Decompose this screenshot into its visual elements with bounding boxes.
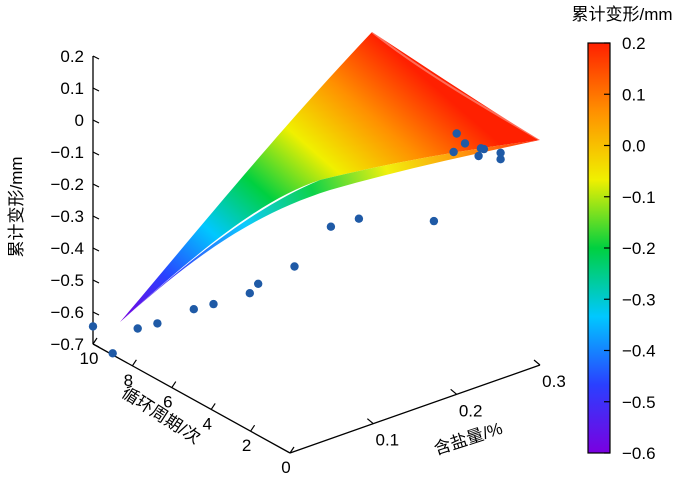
scatter-point (108, 349, 117, 358)
x-tick-mark (366, 418, 374, 425)
scatter-point (189, 305, 198, 314)
z-tick-label: −0.5 (50, 271, 84, 290)
scatter-point (476, 144, 486, 153)
scatter-point (449, 147, 458, 157)
x-tick-label: 0.2 (459, 401, 483, 420)
z-tick-mark (92, 247, 100, 252)
scatter-point (460, 139, 470, 148)
scatter-point (290, 262, 299, 271)
x-axis-title: 含盐量/% (432, 419, 505, 459)
y-tick-mark (250, 424, 256, 432)
y-tick-mark (171, 381, 177, 388)
scatter-point (496, 148, 505, 157)
z-ticks: 0.2 0.1 0 −0.1 −0.2 −0.3 −0.4 −0.5 −0.6 −0.7 (50, 47, 100, 354)
colorbar-tick-label: −0.6 (622, 444, 656, 463)
y-tick-mark (289, 446, 295, 454)
scatter-point (496, 155, 505, 164)
colorbar-tick-label: −0.1 (622, 188, 656, 207)
scatter-point (209, 299, 218, 309)
z-tick-label: −0.3 (50, 207, 84, 226)
z-tick-label: 0.1 (60, 79, 84, 98)
scatter-points (88, 129, 505, 358)
z-tick-mark (92, 183, 100, 188)
y-tick-label: 2 (242, 436, 251, 455)
x-tick-mark (533, 359, 541, 366)
scatter-point (354, 214, 364, 223)
x-tick-mark (450, 388, 458, 395)
colorbar-tick-label: −0.2 (622, 239, 656, 258)
colorbar-tick-label: −0.3 (622, 290, 656, 309)
z-tick-label: −0.7 (50, 335, 84, 354)
y-tick-label: 8 (124, 371, 133, 390)
colorbar-tick-label: 0.2 (622, 34, 646, 53)
surface-highlight (371, 31, 541, 141)
scatter-point (474, 151, 483, 161)
z-tick-label: −0.1 (50, 143, 84, 162)
y-ticks: 10 8 6 4 2 0 (80, 337, 295, 477)
z-tick-mark (92, 55, 100, 60)
z-tick-mark (92, 87, 100, 92)
y-tick-label: 4 (202, 414, 211, 433)
scatter-point (429, 216, 439, 226)
z-tick-label: −0.2 (50, 175, 84, 194)
colorbar: 累计变形/mm 0.2 0.1 0.0 −0.1 −0.2 −0.3 −0.4 −0.5 −0.… (571, 5, 672, 463)
y-tick-mark (210, 403, 216, 410)
y-tick-mark (92, 337, 98, 345)
surface (120, 31, 541, 322)
scatter-point (153, 319, 162, 328)
colorbar-ticks: 0.2 0.1 0.0 −0.1 −0.2 −0.3 −0.4 −0.5 −0.6 (604, 34, 656, 463)
x-tick-label: 0.1 (376, 431, 400, 450)
y-tick-label: 10 (80, 349, 99, 368)
scatter-point (245, 289, 254, 298)
z-tick-mark (92, 151, 100, 156)
x-ticks: 0.1 0.2 0.3 (366, 359, 566, 450)
z-tick-label: 0 (75, 111, 84, 130)
z-tick-mark (92, 343, 100, 348)
z-tick-mark (92, 311, 100, 316)
y-axis-title: 循环周期/次 (118, 383, 204, 448)
y-axis-line (92, 343, 291, 454)
colorbar-tick-label: −0.4 (622, 342, 656, 361)
z-tick-label: −0.4 (50, 239, 84, 258)
x-tick-label: 0.3 (542, 372, 566, 391)
z-axis-title: 累计变形/mm (7, 156, 26, 257)
colorbar-tick-label: −0.5 (622, 393, 656, 412)
axes-frame (92, 56, 541, 454)
scatter-point (452, 129, 461, 138)
surface-back-sheet (120, 32, 540, 322)
y-tick-mark (131, 359, 137, 367)
scatter-point (88, 322, 98, 331)
z-tick-mark (92, 279, 100, 284)
z-tick-mark (92, 119, 100, 124)
colorbar-title: 累计变形/mm (571, 5, 672, 24)
y-tick-label: 6 (163, 393, 172, 412)
scatter-point (133, 324, 142, 333)
z-tick-mark (92, 215, 100, 220)
x-axis-line (289, 364, 541, 454)
z-tick-label: −0.6 (50, 303, 84, 322)
scatter-point (254, 279, 263, 288)
y-tick-label: 0 (281, 458, 290, 477)
scatter-point (326, 222, 336, 231)
z-tick-label: 0.2 (60, 47, 84, 66)
colorbar-tick-label: 0.0 (622, 137, 646, 156)
colorbar-tick-label: 0.1 (622, 85, 646, 104)
